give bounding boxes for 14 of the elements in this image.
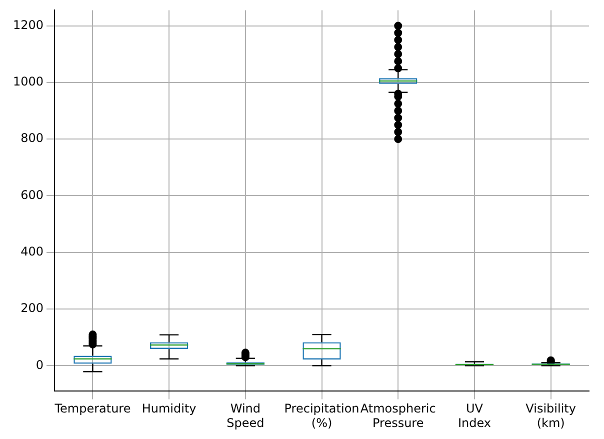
y-tick-label: 400 [20,244,44,259]
y-tick-label: 600 [20,188,44,202]
x-tick-label: Humidity [142,402,196,416]
y-tick-label: 1000 [12,74,44,89]
y-tick-label: 200 [20,301,44,316]
y-tick-label: 0 [36,358,44,372]
x-tick-label: Atmospheric Pressure [360,402,436,430]
x-tick-label: Temperature [54,402,131,416]
x-tick-label: Wind Speed [226,402,264,430]
x-tick-label: Visibility (km) [526,402,576,430]
y-tick-label: 1200 [12,18,44,32]
x-tick-label: UV Index [458,402,491,430]
y-tick-label: 800 [20,131,44,146]
x-tick-label: Precipitation (%) [284,402,360,430]
